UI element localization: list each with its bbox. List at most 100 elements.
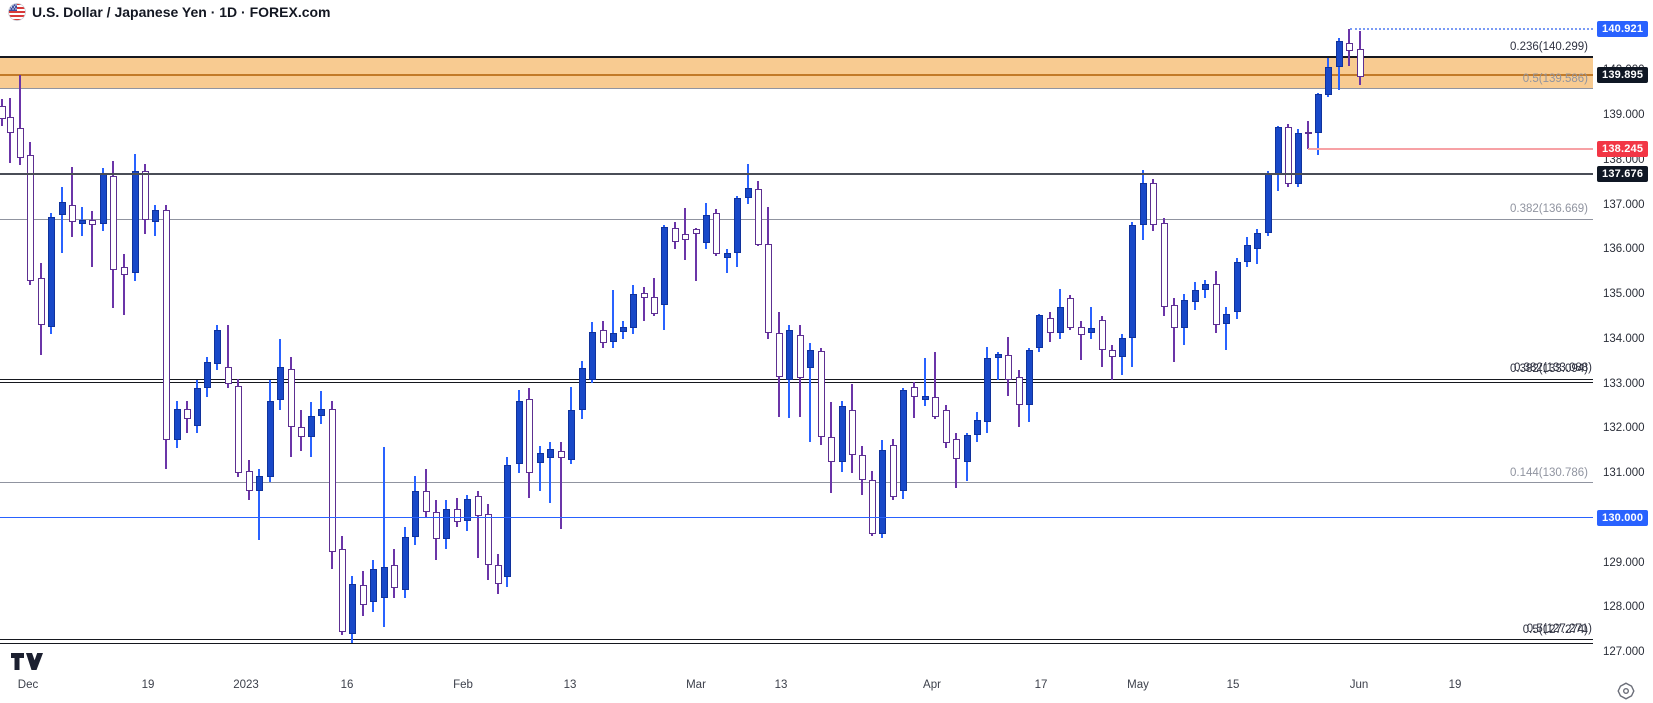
candle[interactable] bbox=[58, 202, 66, 216]
candle[interactable] bbox=[503, 464, 511, 577]
price-line[interactable] bbox=[0, 517, 1593, 519]
candle[interactable] bbox=[899, 390, 907, 491]
candle[interactable] bbox=[1149, 183, 1157, 226]
candle[interactable] bbox=[401, 536, 409, 591]
candle[interactable] bbox=[889, 445, 897, 497]
candle[interactable] bbox=[546, 449, 554, 458]
candle[interactable] bbox=[733, 197, 741, 253]
candle[interactable] bbox=[1356, 49, 1364, 77]
candle[interactable] bbox=[910, 386, 918, 397]
candle[interactable] bbox=[660, 227, 668, 306]
fib-line[interactable] bbox=[0, 218, 1593, 220]
candle[interactable] bbox=[557, 450, 565, 458]
candle[interactable] bbox=[785, 330, 793, 380]
price-plot[interactable]: 0.236(140.299) 0.5(139.586) 0.382(136.669)… bbox=[0, 0, 1593, 668]
candle[interactable] bbox=[764, 243, 772, 334]
candle[interactable] bbox=[411, 490, 419, 537]
candle[interactable] bbox=[276, 367, 284, 401]
candle[interactable] bbox=[47, 217, 55, 328]
candle[interactable] bbox=[141, 170, 149, 221]
candle[interactable] bbox=[1046, 318, 1054, 334]
candle[interactable] bbox=[37, 277, 45, 326]
candle[interactable] bbox=[1191, 290, 1199, 303]
fib-line[interactable] bbox=[0, 88, 1593, 90]
candle[interactable] bbox=[1087, 328, 1095, 334]
candle[interactable] bbox=[629, 293, 637, 329]
candle[interactable] bbox=[1015, 376, 1023, 406]
candle[interactable] bbox=[245, 471, 253, 491]
fib-line[interactable] bbox=[0, 378, 1593, 380]
fib-line[interactable] bbox=[0, 482, 1593, 484]
candle[interactable] bbox=[723, 252, 731, 259]
candle[interactable] bbox=[1160, 223, 1168, 307]
candle[interactable] bbox=[838, 406, 846, 462]
candle[interactable] bbox=[1035, 315, 1043, 349]
candle[interactable] bbox=[858, 455, 866, 480]
candle[interactable] bbox=[806, 349, 814, 369]
candle[interactable] bbox=[1294, 132, 1302, 185]
candle[interactable] bbox=[868, 479, 876, 534]
candle[interactable] bbox=[173, 408, 181, 441]
candle[interactable] bbox=[599, 330, 607, 344]
candle[interactable] bbox=[515, 400, 523, 465]
candle[interactable] bbox=[432, 512, 440, 539]
candle[interactable] bbox=[453, 508, 461, 523]
candle[interactable] bbox=[338, 548, 346, 632]
candle[interactable] bbox=[109, 175, 117, 270]
candle[interactable] bbox=[348, 583, 356, 634]
candle[interactable] bbox=[650, 297, 658, 314]
candle[interactable] bbox=[287, 368, 295, 428]
candle[interactable] bbox=[307, 415, 315, 438]
candle[interactable] bbox=[99, 174, 107, 224]
candle[interactable] bbox=[588, 331, 596, 380]
candle[interactable] bbox=[754, 188, 762, 245]
candle[interactable] bbox=[162, 210, 170, 441]
candle[interactable] bbox=[224, 367, 232, 384]
candle[interactable] bbox=[131, 170, 139, 274]
candle[interactable] bbox=[578, 368, 586, 411]
candle[interactable] bbox=[1253, 232, 1261, 250]
price-line[interactable] bbox=[0, 173, 1593, 176]
candle[interactable] bbox=[422, 490, 430, 513]
candle[interactable] bbox=[255, 476, 263, 491]
candle[interactable] bbox=[266, 400, 274, 478]
gear-icon[interactable] bbox=[1616, 681, 1636, 703]
candle[interactable] bbox=[619, 326, 627, 332]
tradingview-logo-icon[interactable] bbox=[10, 650, 44, 677]
candle[interactable] bbox=[681, 233, 689, 241]
candle[interactable] bbox=[1335, 41, 1343, 67]
candle[interactable] bbox=[744, 187, 752, 198]
candle[interactable] bbox=[796, 335, 804, 379]
candle[interactable] bbox=[1284, 127, 1292, 185]
candle[interactable] bbox=[1304, 132, 1312, 134]
candle[interactable] bbox=[463, 499, 471, 521]
candle[interactable] bbox=[1139, 183, 1147, 226]
candle[interactable] bbox=[983, 358, 991, 422]
candle[interactable] bbox=[151, 210, 159, 222]
candle[interactable] bbox=[536, 452, 544, 463]
candle[interactable] bbox=[474, 495, 482, 516]
candle[interactable] bbox=[994, 354, 1002, 359]
candle[interactable] bbox=[0, 106, 6, 119]
candle[interactable] bbox=[213, 329, 221, 364]
candle[interactable] bbox=[1098, 319, 1106, 350]
candle[interactable] bbox=[817, 351, 825, 437]
candle[interactable] bbox=[1128, 225, 1136, 339]
candle[interactable] bbox=[484, 513, 492, 566]
candle[interactable] bbox=[78, 219, 86, 224]
candle[interactable] bbox=[1314, 93, 1322, 133]
candle[interactable] bbox=[193, 387, 201, 427]
candle[interactable] bbox=[1324, 66, 1332, 95]
candle[interactable] bbox=[1025, 349, 1033, 406]
candle[interactable] bbox=[1056, 306, 1064, 334]
candle[interactable] bbox=[1180, 300, 1188, 329]
fib-line[interactable] bbox=[0, 382, 1593, 384]
symbol-header[interactable]: U.S. Dollar / Japanese Yen · 1D · FOREX.… bbox=[8, 3, 331, 21]
fib-line[interactable] bbox=[0, 642, 1593, 644]
candle[interactable] bbox=[68, 204, 76, 223]
candle[interactable] bbox=[369, 568, 377, 603]
candle[interactable] bbox=[878, 450, 886, 534]
candle[interactable] bbox=[952, 438, 960, 459]
candle[interactable] bbox=[702, 214, 710, 243]
candle[interactable] bbox=[1170, 305, 1178, 329]
